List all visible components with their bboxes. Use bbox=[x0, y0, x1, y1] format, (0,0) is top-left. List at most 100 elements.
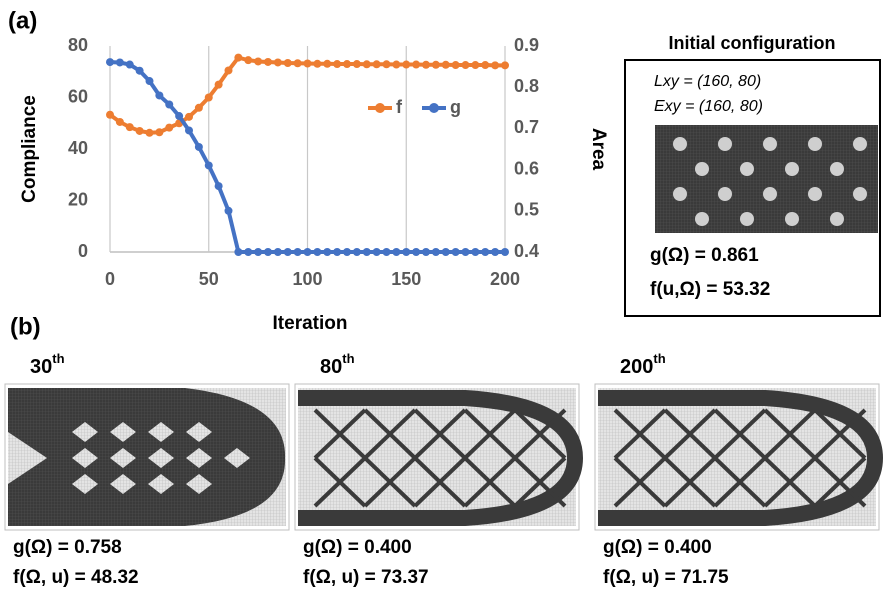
data-point bbox=[195, 104, 203, 112]
mesh-hole bbox=[830, 212, 844, 226]
data-point bbox=[313, 248, 321, 256]
legend-marker bbox=[429, 103, 439, 113]
data-point bbox=[363, 248, 371, 256]
data-point bbox=[185, 113, 193, 121]
y-tick-label: 20 bbox=[68, 189, 88, 209]
data-point bbox=[244, 56, 252, 64]
data-point bbox=[481, 61, 489, 69]
data-point bbox=[462, 61, 470, 69]
data-point bbox=[106, 58, 114, 66]
data-point bbox=[294, 248, 302, 256]
y-tick-label: 40 bbox=[68, 138, 88, 158]
data-point bbox=[116, 118, 124, 126]
data-point bbox=[254, 57, 262, 65]
mesh-hole bbox=[808, 137, 822, 151]
data-point bbox=[234, 54, 242, 62]
iteration-label: 30th bbox=[30, 351, 65, 378]
iteration-number: 30 bbox=[30, 356, 52, 378]
config-title: Initial configuration bbox=[669, 33, 836, 53]
data-point bbox=[491, 61, 499, 69]
mesh-hole bbox=[808, 187, 822, 201]
data-point bbox=[185, 126, 193, 134]
iteration-suffix: th bbox=[342, 351, 354, 366]
data-point bbox=[155, 128, 163, 136]
data-point bbox=[234, 248, 242, 256]
legend-label: f bbox=[396, 97, 403, 117]
data-point bbox=[383, 60, 391, 68]
data-point bbox=[304, 248, 312, 256]
legend-marker bbox=[375, 103, 385, 113]
data-point bbox=[471, 248, 479, 256]
iteration-number: 200 bbox=[620, 356, 653, 378]
mesh-hole bbox=[853, 137, 867, 151]
mesh-hole bbox=[718, 187, 732, 201]
data-point bbox=[126, 61, 134, 69]
data-point bbox=[126, 123, 134, 131]
y2-tick-label: 0.9 bbox=[514, 35, 539, 55]
data-point bbox=[225, 66, 233, 74]
x-tick-label: 50 bbox=[199, 269, 219, 289]
iteration-number: 80 bbox=[320, 356, 342, 378]
data-point bbox=[195, 143, 203, 151]
data-point bbox=[146, 129, 154, 137]
data-point bbox=[106, 111, 114, 119]
data-point bbox=[205, 161, 213, 169]
y-axis-title: Compliance bbox=[19, 95, 40, 203]
data-point bbox=[501, 61, 509, 69]
data-point bbox=[392, 248, 400, 256]
data-point bbox=[343, 60, 351, 68]
y2-tick-label: 0.6 bbox=[514, 158, 539, 178]
panel-label: (a) bbox=[8, 7, 37, 34]
data-point bbox=[452, 61, 460, 69]
mesh-hole bbox=[718, 137, 732, 151]
y2-tick-label: 0.4 bbox=[514, 241, 539, 261]
data-point bbox=[175, 112, 183, 120]
iteration-label: 80th bbox=[320, 351, 355, 378]
data-point bbox=[353, 60, 361, 68]
y2-tick-label: 0.7 bbox=[514, 117, 539, 137]
mesh-hole bbox=[785, 162, 799, 176]
data-point bbox=[373, 248, 381, 256]
data-point bbox=[491, 248, 499, 256]
mesh-hole bbox=[763, 137, 777, 151]
iteration-g: g(Ω) = 0.400 bbox=[603, 537, 712, 558]
data-point bbox=[215, 81, 223, 89]
mesh-hole bbox=[763, 187, 777, 201]
config-g: g(Ω) = 0.861 bbox=[650, 245, 759, 266]
data-point bbox=[215, 182, 223, 190]
mesh-hole bbox=[740, 162, 754, 176]
figure: (a) (b) Compliance Area Iteration Initia… bbox=[0, 0, 888, 592]
data-point bbox=[452, 248, 460, 256]
data-point bbox=[373, 60, 381, 68]
data-point bbox=[481, 248, 489, 256]
data-point bbox=[225, 207, 233, 215]
y2-tick-label: 0.5 bbox=[514, 200, 539, 220]
data-point bbox=[165, 124, 173, 132]
mesh-hole bbox=[695, 162, 709, 176]
data-point bbox=[333, 248, 341, 256]
data-point bbox=[284, 59, 292, 67]
data-point bbox=[501, 248, 509, 256]
data-point bbox=[422, 248, 430, 256]
iteration-g: g(Ω) = 0.400 bbox=[303, 537, 412, 558]
mesh-hole bbox=[853, 187, 867, 201]
data-point bbox=[323, 248, 331, 256]
y2-tick-label: 0.8 bbox=[514, 76, 539, 96]
x-tick-label: 0 bbox=[105, 269, 115, 289]
legend-label: g bbox=[450, 97, 461, 117]
data-point bbox=[412, 61, 420, 69]
data-point bbox=[136, 67, 144, 75]
data-point bbox=[136, 127, 144, 135]
mesh-hole bbox=[673, 137, 687, 151]
mesh-hole bbox=[695, 212, 709, 226]
data-point bbox=[432, 248, 440, 256]
data-point bbox=[471, 61, 479, 69]
mesh-hole bbox=[740, 212, 754, 226]
data-point bbox=[244, 248, 252, 256]
data-point bbox=[165, 101, 173, 109]
y-tick-label: 60 bbox=[68, 86, 88, 106]
x-tick-label: 150 bbox=[391, 269, 421, 289]
data-point bbox=[353, 248, 361, 256]
data-point bbox=[442, 61, 450, 69]
